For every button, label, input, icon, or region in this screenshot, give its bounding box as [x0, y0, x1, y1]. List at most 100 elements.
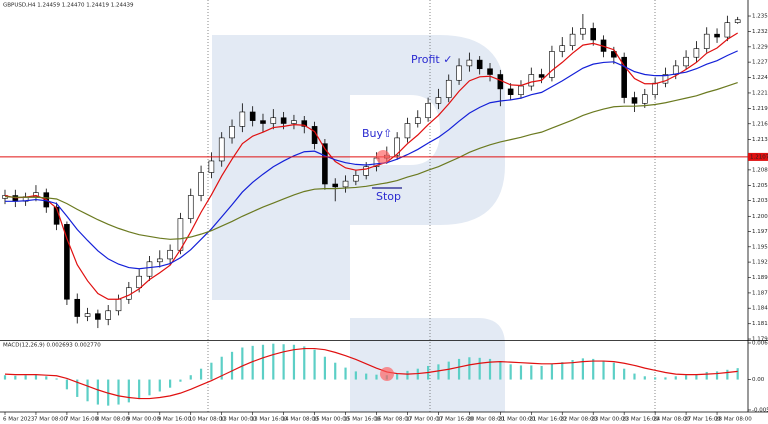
- y-tick-label: 1.20845: [752, 167, 768, 173]
- candle-body: [301, 120, 308, 127]
- candle-body: [569, 33, 576, 46]
- candle-body: [146, 261, 153, 277]
- candle-body: [363, 166, 369, 176]
- candle-body: [714, 33, 720, 38]
- y-tick-label: 1.23246: [752, 29, 768, 35]
- y-tick-label: -0.005596: [752, 407, 768, 413]
- y-tick-label: 1.18445: [752, 306, 768, 312]
- y-tick-label: 1.23515: [752, 14, 768, 20]
- candle-body: [64, 224, 70, 300]
- watermark-base: [350, 318, 505, 412]
- candle-body: [621, 56, 627, 98]
- candle-body: [218, 137, 225, 162]
- candle-body: [105, 310, 111, 320]
- indicator-line: [4, 82, 738, 240]
- candle-body: [84, 313, 91, 317]
- candle-body: [270, 117, 277, 124]
- y-tick-label: 1.20310: [752, 198, 768, 204]
- plot-layer: 1.23515 1.23246 1.22980 1.22715 1.22446 1.221…: [0, 14, 768, 423]
- indicator-line: [4, 32, 738, 300]
- x-tick-label: 28 Mar 08:00: [715, 417, 752, 423]
- candle-body: [414, 117, 421, 124]
- x-tick-label: 8 Mar 08:00: [96, 417, 130, 423]
- candle-body: [198, 172, 204, 196]
- y-tick-label: 1.17910: [752, 337, 768, 343]
- candle-body: [693, 48, 700, 58]
- candle-body: [435, 97, 442, 104]
- candle-body: [332, 183, 339, 188]
- price-level-box: [748, 152, 768, 161]
- x-tick-label: 13 Mar 16:00: [251, 417, 288, 423]
- y-tick-label: 1.18175: [752, 321, 768, 327]
- candle-body: [734, 19, 741, 23]
- candle-body: [724, 22, 731, 38]
- candle-body: [353, 175, 359, 182]
- candle-body: [239, 111, 246, 127]
- x-tick-label: 13 Mar 00:00: [220, 417, 257, 423]
- candle-body: [425, 103, 431, 119]
- candle-body: [167, 249, 173, 260]
- y-tick-label: 1.21375: [752, 137, 768, 143]
- candle-body: [559, 45, 566, 52]
- macd-cross-marker: [380, 367, 394, 381]
- candle-body: [538, 74, 545, 78]
- candle-body: [497, 74, 504, 90]
- candle-body: [549, 51, 555, 78]
- x-tick-label: 6 Mar 2023: [3, 417, 35, 423]
- entry-marker: [376, 150, 390, 164]
- candle-body: [487, 68, 493, 75]
- y-tick-label: 1.22180: [752, 90, 768, 96]
- y-tick-label: 0.006729: [752, 340, 768, 346]
- chart-title: GBPUSD,H4 1.24459 1.24470 1.24419 1.2443…: [3, 3, 134, 9]
- candle-body: [662, 74, 669, 84]
- candle-body: [528, 74, 535, 87]
- candle-body: [518, 85, 524, 95]
- x-tick-label: 14 Mar 08:00: [282, 417, 319, 423]
- y-tick-label: 1.21910: [752, 106, 768, 112]
- x-tick-label: 9 Mar 00:00: [127, 417, 161, 423]
- candle-body: [156, 258, 163, 263]
- y-tick-label: 1.19245: [752, 260, 768, 266]
- candle-body: [342, 180, 349, 188]
- x-tick-label: 17 Mar 00:00: [405, 417, 442, 423]
- macd-title: MACD(12,26,9) 0.002693 0.002770: [3, 343, 101, 349]
- candle-body: [280, 117, 287, 124]
- y-tick-label: 1.18710: [752, 290, 768, 296]
- x-tick-label: 15 Mar 16:00: [344, 417, 381, 423]
- watermark-r: [212, 35, 505, 300]
- candle-body: [260, 120, 266, 124]
- candle-body: [115, 298, 122, 312]
- x-tick-label: 16 Mar 08:00: [375, 417, 412, 423]
- y-tick-label: 1.22715: [752, 60, 768, 66]
- candle-body: [466, 59, 473, 67]
- candle-body: [590, 28, 597, 41]
- y-tick-label: 1.22446: [752, 75, 768, 81]
- candle-body: [507, 88, 514, 95]
- x-tick-label: 15 Mar 00:00: [313, 417, 350, 423]
- candle-body: [229, 126, 235, 139]
- indicator-line: [5, 50, 738, 270]
- candle-body: [136, 275, 142, 289]
- x-tick-label: 7 Mar 16:00: [65, 417, 99, 423]
- y-tick-label: 1.20040: [752, 214, 768, 220]
- candle-body: [404, 123, 411, 139]
- x-tick-label: 7 Mar 08:00: [34, 417, 68, 423]
- x-tick-label: 27 Mar 16:00: [684, 417, 721, 423]
- y-tick-label: 1.22980: [752, 44, 768, 50]
- y-tick-label: 1.19510: [752, 244, 768, 250]
- profit-annotation: Profit ✓: [411, 53, 452, 66]
- y-tick-label: 1.19775: [752, 229, 768, 235]
- candle-body: [445, 79, 452, 98]
- candle-body: [249, 111, 256, 121]
- x-tick-label: 17 Mar 16:00: [436, 417, 473, 423]
- y-tick-label: 1.18975: [752, 275, 768, 281]
- x-tick-label: 22 Mar 08:00: [560, 417, 597, 423]
- stop-annotation: Stop: [376, 190, 401, 203]
- candle-body: [703, 33, 710, 49]
- candle-body: [642, 94, 648, 104]
- candle-body: [74, 298, 81, 317]
- x-tick-label: 21 Mar 16:00: [529, 417, 566, 423]
- candle-body: [95, 313, 101, 320]
